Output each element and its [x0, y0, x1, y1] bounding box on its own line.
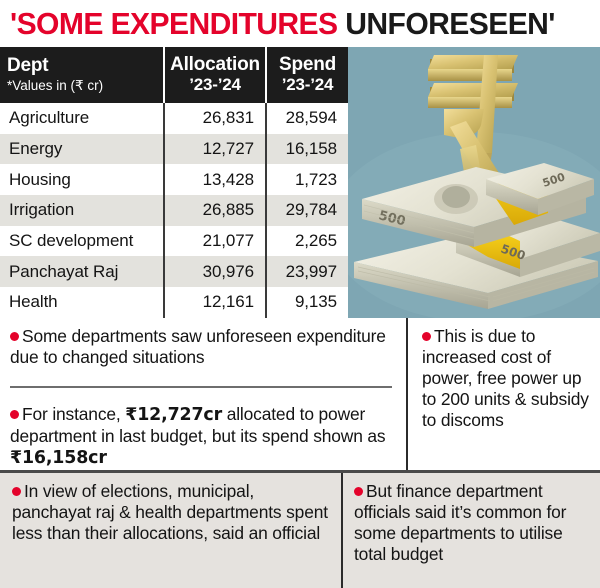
bullet-item-4: In view of elections, municipal, panchay…: [0, 473, 341, 544]
cell-dept: Panchayat Raj: [9, 261, 119, 281]
cell-dept: Agriculture: [9, 108, 90, 128]
column-header-spend: Spend ’23-’24: [265, 47, 348, 103]
column-header-spend-years: ’23-’24: [281, 75, 334, 95]
table-row: Panchayat Raj 30,976 23,997: [0, 256, 348, 288]
illustration-panel: 500 500: [348, 47, 600, 318]
cell-spend: 9,135: [265, 287, 348, 318]
bullet-item-3-text: This is due to increased cost of power, …: [422, 326, 589, 431]
bullet-item-2-amount-spent: ₹16,158cr: [10, 448, 107, 469]
table-row: Energy 12,727 16,158: [0, 133, 348, 165]
cell-allocation: 30,976: [163, 256, 265, 288]
column-header-allocation-label: Allocation: [170, 54, 260, 76]
bullet-dot-icon: [12, 487, 21, 496]
table-row: Agriculture 26,831 28,594: [0, 103, 348, 134]
bullet-dot-icon: [10, 332, 19, 341]
bullet-item-3: This is due to increased cost of power, …: [408, 318, 600, 431]
bullet-section-bottom: In view of elections, municipal, panchay…: [0, 473, 600, 588]
cell-allocation: 12,727: [163, 133, 265, 165]
cell-dept: Irrigation: [9, 200, 75, 220]
bullet-item-2-mid: allocated to power department in last bu…: [10, 404, 386, 447]
column-header-dept: Dept *Values in (₹ cr): [0, 47, 163, 103]
table-header-row: Dept *Values in (₹ cr) Allocation ’23-’2…: [0, 47, 348, 103]
expenditure-table: Dept *Values in (₹ cr) Allocation ’23-’2…: [0, 47, 348, 318]
column-header-spend-label: Spend: [278, 54, 337, 76]
bullet-dot-icon: [354, 487, 363, 496]
bullet-item-2-amount-allocated: ₹12,727cr: [125, 405, 223, 426]
cell-dept: Health: [9, 292, 58, 312]
cell-spend: 29,784: [265, 195, 348, 226]
cell-dept: Housing: [9, 169, 71, 189]
bullet-column-bottom-left: In view of elections, municipal, panchay…: [0, 473, 341, 588]
bullet-column-bottom-right: But finance department officials said it…: [341, 473, 600, 588]
table-row: Health 12,161 9,135: [0, 287, 348, 318]
bullet-section-middle: Some departments saw unforeseen expendit…: [0, 318, 600, 470]
cell-allocation: 12,161: [163, 287, 265, 318]
cell-spend: 1,723: [265, 164, 348, 196]
column-header-dept-label: Dept: [7, 54, 49, 76]
bullet-item-5-text: But finance department officials said it…: [354, 481, 567, 565]
bullet-item-1-text: Some departments saw unforeseen expendit…: [10, 326, 386, 368]
divider-above-bottom-section: [0, 470, 600, 473]
cell-allocation: 13,428: [163, 164, 265, 196]
column-header-dept-note: *Values in (₹ cr): [7, 77, 104, 93]
rupee-cash-illustration-icon: 500 500: [348, 47, 600, 318]
cell-dept: Energy: [9, 139, 63, 159]
bullet-item-5: But finance department officials said it…: [343, 473, 600, 565]
headline-red-part: 'SOME EXPENDITURES: [10, 6, 338, 41]
cell-spend: 23,997: [265, 256, 348, 288]
column-header-allocation-years: ’23-’24: [189, 75, 241, 95]
bullet-item-1: Some departments saw unforeseen expendit…: [0, 318, 406, 368]
cell-spend: 2,265: [265, 225, 348, 257]
cell-dept: SC development: [9, 231, 134, 251]
bullet-item-2: For instance, ₹12,727cr allocated to pow…: [0, 394, 406, 469]
table-row: Irrigation 26,885 29,784: [0, 195, 348, 226]
svg-text:500: 500: [377, 208, 407, 229]
bullet-item-2-pre: For instance,: [22, 404, 126, 425]
cell-spend: 28,594: [265, 103, 348, 134]
bullet-dot-icon: [422, 332, 431, 341]
headline-black-part: UNFORESEEN': [345, 6, 555, 41]
cell-allocation: 21,077: [163, 225, 265, 257]
cell-allocation: 26,831: [163, 103, 265, 134]
table-row: Housing 13,428 1,723: [0, 164, 348, 196]
page-title: 'SOME EXPENDITURES UNFORESEEN': [0, 0, 600, 47]
bullet-dot-icon: [10, 410, 19, 420]
table-row: SC development 21,077 2,265: [0, 225, 348, 257]
bullet-column-left: Some departments saw unforeseen expendit…: [0, 318, 406, 470]
bullet-item-4-text: In view of elections, municipal, panchay…: [12, 481, 328, 544]
divider-between-bullets: [10, 386, 392, 388]
cell-spend: 16,158: [265, 133, 348, 165]
cell-allocation: 26,885: [163, 195, 265, 226]
bullet-column-right: This is due to increased cost of power, …: [406, 318, 600, 470]
column-header-allocation: Allocation ’23-’24: [163, 47, 265, 103]
